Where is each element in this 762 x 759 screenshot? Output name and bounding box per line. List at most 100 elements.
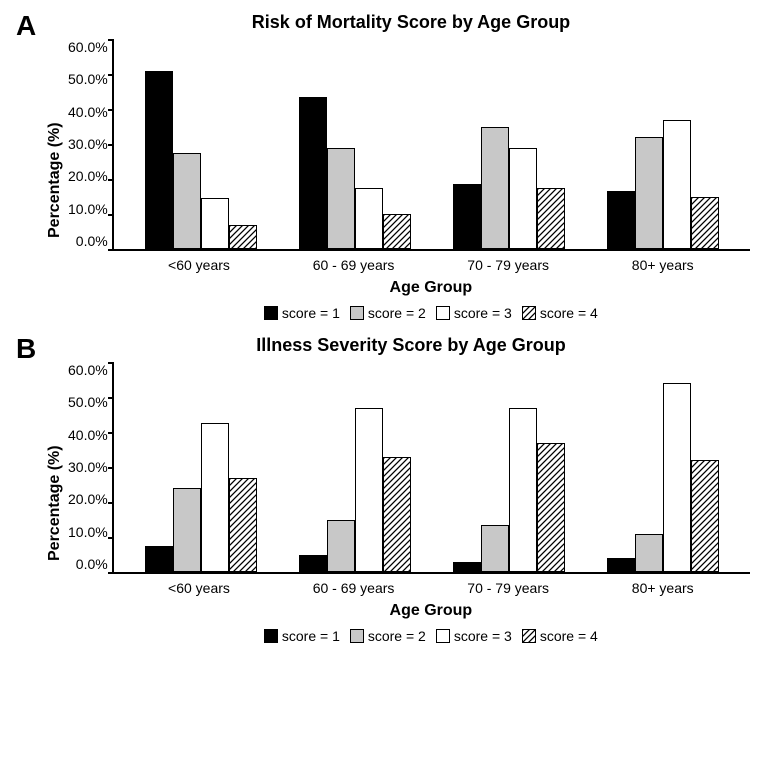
- legend-swatch: [522, 629, 536, 643]
- legend-swatch: [264, 629, 278, 643]
- plot-area: [112, 362, 750, 574]
- bar: [201, 198, 229, 249]
- y-tick-label: 10.0%: [68, 201, 108, 217]
- legend-item: score = 1: [264, 628, 340, 644]
- y-ticks: 60.0% 50.0% 40.0% 30.0% 20.0% 10.0% 0.0%: [68, 39, 112, 249]
- bar: [453, 562, 481, 573]
- x-tick-label: 80+ years: [585, 257, 740, 273]
- y-axis-label: Percentage (%): [42, 39, 68, 321]
- legend-label: score = 2: [368, 305, 426, 321]
- x-axis-label: Age Group: [112, 279, 750, 297]
- x-tick-label: 70 - 79 years: [431, 580, 586, 596]
- y-tick-label: 40.0%: [68, 427, 108, 443]
- y-tick-label: 50.0%: [68, 71, 108, 87]
- bar: [383, 214, 411, 249]
- legend-item: score = 3: [436, 305, 512, 321]
- y-tick-label: 10.0%: [68, 524, 108, 540]
- bar-group: [432, 362, 586, 572]
- bar: [691, 460, 719, 572]
- legend-label: score = 4: [540, 628, 598, 644]
- bar: [663, 383, 691, 572]
- bar-group: [586, 39, 740, 249]
- x-ticks: <60 years60 - 69 years70 - 79 years80+ y…: [112, 574, 750, 596]
- legend-item: score = 4: [522, 628, 598, 644]
- bar: [229, 478, 257, 573]
- chart-panel: BIllness Severity Score by Age Group Perc…: [12, 335, 750, 644]
- chart-panel: ARisk of Mortality Score by Age Group Per…: [12, 12, 750, 321]
- legend-label: score = 1: [282, 628, 340, 644]
- bar: [173, 153, 201, 249]
- legend: score = 1 score = 2 score = 3 score = 4: [112, 305, 750, 321]
- legend-label: score = 3: [454, 628, 512, 644]
- y-tick-label: 30.0%: [68, 136, 108, 152]
- legend-item: score = 2: [350, 305, 426, 321]
- y-tick-label: 20.0%: [68, 491, 108, 507]
- x-tick-label: 60 - 69 years: [276, 257, 431, 273]
- legend-item: score = 3: [436, 628, 512, 644]
- bar: [663, 120, 691, 250]
- bar: [453, 184, 481, 249]
- legend-label: score = 3: [454, 305, 512, 321]
- legend-swatch: [350, 629, 364, 643]
- y-tick-marks: [108, 39, 114, 249]
- y-axis-label: Percentage (%): [42, 362, 68, 644]
- legend-swatch: [436, 629, 450, 643]
- y-tick-label: 40.0%: [68, 104, 108, 120]
- bar: [481, 127, 509, 250]
- legend-item: score = 2: [350, 628, 426, 644]
- bar: [691, 197, 719, 250]
- legend-label: score = 2: [368, 628, 426, 644]
- y-tick-label: 20.0%: [68, 168, 108, 184]
- bar: [635, 534, 663, 573]
- bar: [299, 97, 327, 249]
- bar: [635, 137, 663, 249]
- bar: [537, 443, 565, 573]
- y-tick-label: 60.0%: [68, 362, 108, 378]
- bar-group: [124, 39, 278, 249]
- plot-area: [112, 39, 750, 251]
- legend-label: score = 1: [282, 305, 340, 321]
- x-tick-label: 80+ years: [585, 580, 740, 596]
- bar: [173, 488, 201, 572]
- legend-label: score = 4: [540, 305, 598, 321]
- panel-title: Illness Severity Score by Age Group: [12, 335, 750, 356]
- legend-item: score = 1: [264, 305, 340, 321]
- bar: [607, 558, 635, 572]
- y-tick-label: 30.0%: [68, 459, 108, 475]
- bar: [481, 525, 509, 572]
- x-tick-label: <60 years: [122, 257, 277, 273]
- bar-group: [278, 362, 432, 572]
- x-axis-label: Age Group: [112, 602, 750, 620]
- bar: [145, 71, 173, 250]
- legend-swatch: [522, 306, 536, 320]
- panel-letter: A: [16, 10, 36, 42]
- bar: [299, 555, 327, 572]
- bar: [509, 408, 537, 573]
- legend-item: score = 4: [522, 305, 598, 321]
- bar: [327, 520, 355, 573]
- x-tick-label: <60 years: [122, 580, 277, 596]
- bar: [145, 546, 173, 572]
- panel-letter: B: [16, 333, 36, 365]
- bar-group: [586, 362, 740, 572]
- legend-swatch: [264, 306, 278, 320]
- bar: [327, 148, 355, 250]
- y-ticks: 60.0%50.0%40.0%30.0%20.0%10.0%0.0%: [68, 362, 112, 572]
- bar: [201, 423, 229, 572]
- legend-swatch: [350, 306, 364, 320]
- bar: [607, 191, 635, 249]
- bar: [383, 457, 411, 573]
- y-tick-label: 60.0%: [68, 39, 108, 55]
- x-ticks: <60 years60 - 69 years70 - 79 years80+ y…: [112, 251, 750, 273]
- x-tick-label: 70 - 79 years: [431, 257, 586, 273]
- bar-group: [278, 39, 432, 249]
- x-tick-label: 60 - 69 years: [276, 580, 431, 596]
- bar: [229, 225, 257, 250]
- bar: [537, 188, 565, 249]
- y-tick-marks: [108, 362, 114, 572]
- panel-title: Risk of Mortality Score by Age Group: [12, 12, 750, 33]
- bar-group: [432, 39, 586, 249]
- bar: [509, 148, 537, 250]
- y-tick-label: 0.0%: [76, 233, 108, 249]
- legend: score = 1 score = 2 score = 3 score = 4: [112, 628, 750, 644]
